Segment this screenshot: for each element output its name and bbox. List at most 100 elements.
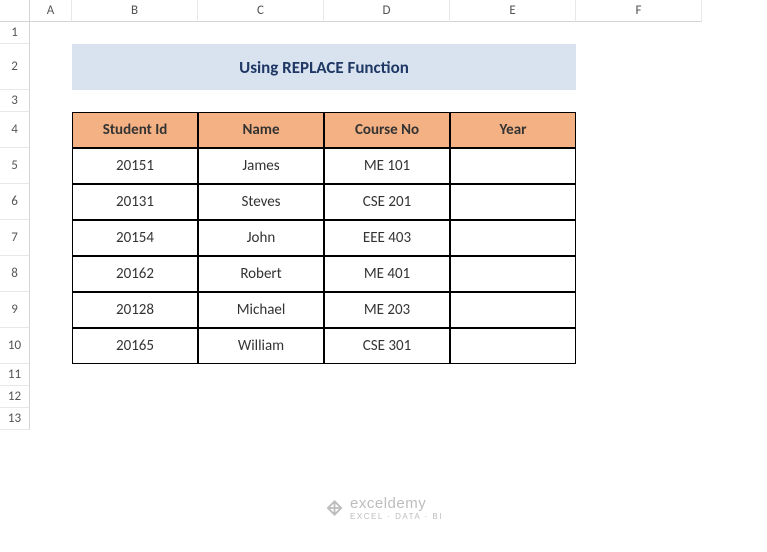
cell-B7[interactable]: 20154 — [72, 220, 198, 256]
header-course-no[interactable]: Course No — [324, 112, 450, 148]
cell-E1[interactable] — [450, 22, 576, 44]
cell-E9[interactable] — [450, 292, 576, 328]
cell-C6[interactable]: Steves — [198, 184, 324, 220]
watermark: exceldemy EXCEL · DATA · BI — [324, 495, 443, 521]
cell-B10[interactable]: 20165 — [72, 328, 198, 364]
cell-F12[interactable] — [576, 386, 702, 408]
cell-E6[interactable] — [450, 184, 576, 220]
cell-C5[interactable]: James — [198, 148, 324, 184]
cell-C13[interactable] — [198, 408, 324, 430]
cell-F4[interactable] — [576, 112, 702, 148]
cell-F13[interactable] — [576, 408, 702, 430]
cell-D10[interactable]: CSE 301 — [324, 328, 450, 364]
grid-corner[interactable] — [0, 0, 30, 22]
cell-A9[interactable] — [30, 292, 72, 328]
cell-B12[interactable] — [72, 386, 198, 408]
cell-E13[interactable] — [450, 408, 576, 430]
row-header-10[interactable]: 10 — [0, 328, 30, 364]
row-header-3[interactable]: 3 — [0, 90, 30, 112]
cell-A5[interactable] — [30, 148, 72, 184]
cell-B6[interactable]: 20131 — [72, 184, 198, 220]
watermark-icon — [324, 498, 344, 518]
cell-C11[interactable] — [198, 364, 324, 386]
cell-B13[interactable] — [72, 408, 198, 430]
spreadsheet-grid: A B C D E F 1 2 Using REPLACE Function 3… — [0, 0, 767, 430]
cell-E5[interactable] — [450, 148, 576, 184]
cell-C12[interactable] — [198, 386, 324, 408]
cell-A13[interactable] — [30, 408, 72, 430]
cell-A12[interactable] — [30, 386, 72, 408]
cell-D5[interactable]: ME 101 — [324, 148, 450, 184]
cell-B5[interactable]: 20151 — [72, 148, 198, 184]
col-header-A[interactable]: A — [30, 0, 72, 22]
cell-A7[interactable] — [30, 220, 72, 256]
cell-D1[interactable] — [324, 22, 450, 44]
cell-F2[interactable] — [576, 44, 702, 90]
cell-E3[interactable] — [450, 90, 576, 112]
cell-B8[interactable]: 20162 — [72, 256, 198, 292]
cell-C10[interactable]: William — [198, 328, 324, 364]
cell-A4[interactable] — [30, 112, 72, 148]
row-header-8[interactable]: 8 — [0, 256, 30, 292]
cell-D8[interactable]: ME 401 — [324, 256, 450, 292]
cell-F3[interactable] — [576, 90, 702, 112]
cell-A2[interactable] — [30, 44, 72, 90]
cell-A11[interactable] — [30, 364, 72, 386]
cell-A10[interactable] — [30, 328, 72, 364]
cell-E12[interactable] — [450, 386, 576, 408]
cell-A8[interactable] — [30, 256, 72, 292]
cell-C3[interactable] — [198, 90, 324, 112]
row-header-6[interactable]: 6 — [0, 184, 30, 220]
cell-A1[interactable] — [30, 22, 72, 44]
cell-F7[interactable] — [576, 220, 702, 256]
cell-D3[interactable] — [324, 90, 450, 112]
row-header-12[interactable]: 12 — [0, 386, 30, 408]
cell-B1[interactable] — [72, 22, 198, 44]
cell-A3[interactable] — [30, 90, 72, 112]
col-header-E[interactable]: E — [450, 0, 576, 22]
cell-E7[interactable] — [450, 220, 576, 256]
cell-C9[interactable]: Michael — [198, 292, 324, 328]
cell-D12[interactable] — [324, 386, 450, 408]
cell-F5[interactable] — [576, 148, 702, 184]
col-header-D[interactable]: D — [324, 0, 450, 22]
row-header-2[interactable]: 2 — [0, 44, 30, 90]
cell-C8[interactable]: Robert — [198, 256, 324, 292]
header-year[interactable]: Year — [450, 112, 576, 148]
row-header-7[interactable]: 7 — [0, 220, 30, 256]
cell-D9[interactable]: ME 203 — [324, 292, 450, 328]
watermark-text: exceldemy — [350, 495, 443, 512]
title-cell[interactable]: Using REPLACE Function — [72, 44, 576, 90]
cell-D13[interactable] — [324, 408, 450, 430]
row-header-1[interactable]: 1 — [0, 22, 30, 44]
cell-C1[interactable] — [198, 22, 324, 44]
watermark-subtitle: EXCEL · DATA · BI — [350, 512, 443, 521]
cell-B3[interactable] — [72, 90, 198, 112]
cell-A6[interactable] — [30, 184, 72, 220]
cell-D11[interactable] — [324, 364, 450, 386]
col-header-F[interactable]: F — [576, 0, 702, 22]
cell-D6[interactable]: CSE 201 — [324, 184, 450, 220]
header-name[interactable]: Name — [198, 112, 324, 148]
row-header-9[interactable]: 9 — [0, 292, 30, 328]
cell-D7[interactable]: EEE 403 — [324, 220, 450, 256]
cell-B9[interactable]: 20128 — [72, 292, 198, 328]
cell-F8[interactable] — [576, 256, 702, 292]
row-header-11[interactable]: 11 — [0, 364, 30, 386]
cell-F1[interactable] — [576, 22, 702, 44]
cell-C7[interactable]: John — [198, 220, 324, 256]
col-header-B[interactable]: B — [72, 0, 198, 22]
row-header-5[interactable]: 5 — [0, 148, 30, 184]
row-header-13[interactable]: 13 — [0, 408, 30, 430]
cell-E11[interactable] — [450, 364, 576, 386]
cell-E10[interactable] — [450, 328, 576, 364]
cell-F10[interactable] — [576, 328, 702, 364]
row-header-4[interactable]: 4 — [0, 112, 30, 148]
cell-B11[interactable] — [72, 364, 198, 386]
col-header-C[interactable]: C — [198, 0, 324, 22]
cell-E8[interactable] — [450, 256, 576, 292]
header-student-id[interactable]: Student Id — [72, 112, 198, 148]
cell-F9[interactable] — [576, 292, 702, 328]
cell-F11[interactable] — [576, 364, 702, 386]
cell-F6[interactable] — [576, 184, 702, 220]
